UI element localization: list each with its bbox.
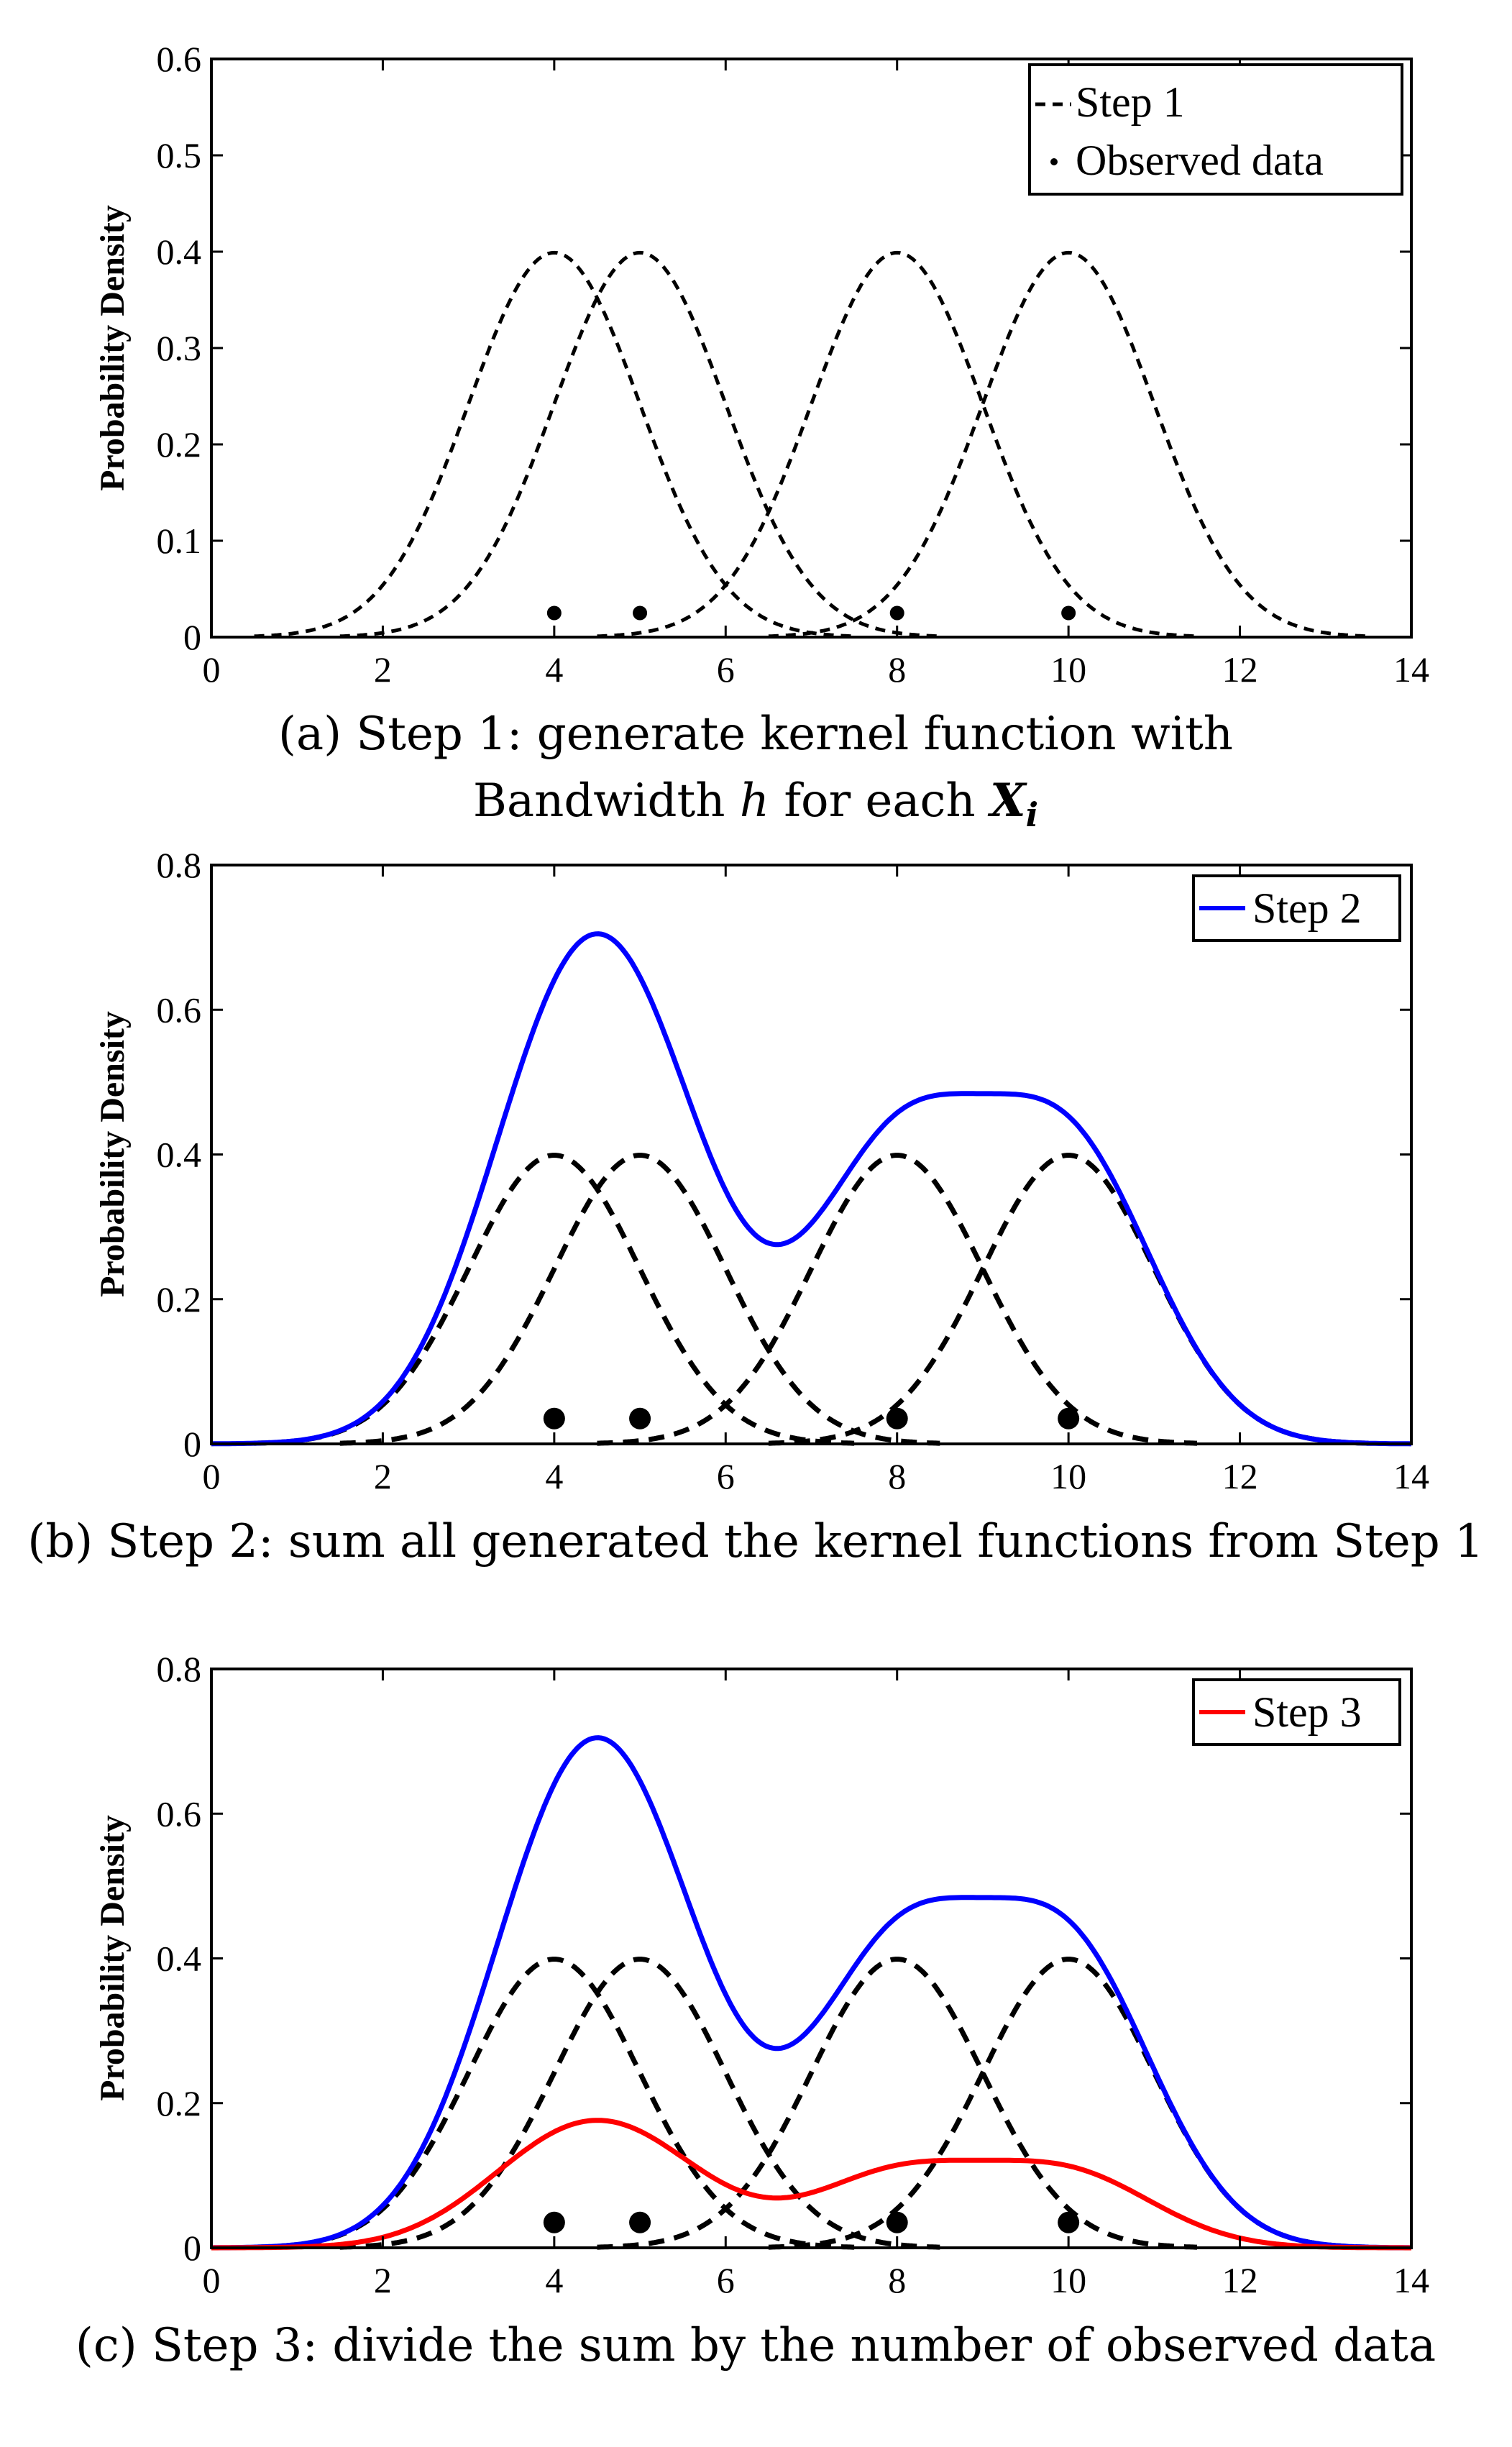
x-tick-label: 6	[717, 2260, 735, 2300]
x-tick-label: 14	[1393, 2260, 1429, 2300]
y-tick-label: 0.6	[157, 1793, 202, 1834]
observed-point-4	[543, 1407, 565, 1430]
x-tick-label: 0	[203, 1456, 221, 1496]
y-tick-label: 0	[183, 617, 201, 657]
legend-step2-label: Step 2	[1252, 884, 1362, 932]
observed-point-10	[1058, 2211, 1080, 2233]
x-tick-label: 6	[717, 649, 735, 690]
caption-a-line1: (a) Step 1: generate kernel function wit…	[278, 708, 1233, 761]
y-tick-label: 0.8	[157, 845, 202, 885]
plot-frame	[210, 864, 1413, 1445]
mean-curve	[211, 2118, 1411, 2251]
observed-point-5	[629, 1407, 651, 1430]
x-tick-label: 4	[545, 2260, 563, 2300]
y-axis-label: Probability Density	[93, 1815, 132, 2101]
kernel-curve-8	[597, 1153, 1197, 1446]
y-tick-label: 0.8	[157, 1649, 202, 1689]
x-tick-label: 12	[1222, 1456, 1258, 1496]
x-tick-label: 0	[203, 2260, 221, 2300]
kernel-curve-10	[768, 1153, 1369, 1446]
y-tick-label: 0.1	[157, 521, 202, 561]
caption-a-line2: Bandwidth h for each Xi	[473, 774, 1038, 834]
x-tick-label: 12	[1222, 649, 1258, 690]
x-tick-label: 10	[1050, 2260, 1086, 2300]
legend-step3-label: Step 3	[1252, 1688, 1362, 1736]
y-tick-label: 0.4	[157, 1939, 202, 1979]
legend: Step 2	[1192, 874, 1401, 942]
x-tick-label: 8	[888, 649, 906, 690]
observed-point-8	[889, 605, 904, 621]
observed-point-4	[546, 605, 562, 621]
x-tick-label: 0	[203, 649, 221, 690]
caption-c: (c) Step 3: divide the sum by the number…	[75, 2319, 1436, 2372]
panel-b-step2: 0 2 4 6 8 10 12 14 0 0.2 0.4 0.6 0.8 Probability Den…	[27, 845, 1483, 1568]
y-tick-label: 0.5	[157, 135, 202, 175]
y-tick-label: 0.3	[157, 328, 202, 368]
legend-box	[1028, 63, 1403, 196]
x-tick-label: 12	[1222, 2260, 1258, 2300]
legend-step1-label: Step 1	[1076, 78, 1185, 126]
x-tick-label: 6	[717, 1456, 735, 1496]
y-tick-label: 0	[183, 2228, 201, 2268]
kernel-curve-8	[597, 1957, 1197, 2250]
sum-curve	[211, 931, 1412, 1447]
x-tick-label: 14	[1393, 649, 1429, 690]
observed-point-10	[1061, 605, 1076, 621]
y-tick-label: 0	[183, 1424, 201, 1464]
kernel-curve-4	[254, 1957, 855, 2250]
observed-point-8	[886, 2211, 908, 2233]
y-tick-label: 0.6	[157, 39, 202, 79]
observed-point-10	[1058, 1407, 1080, 1430]
legend-observed-label: Observed data	[1076, 137, 1324, 184]
x-tick-label: 8	[888, 2260, 906, 2300]
x-tick-label: 2	[374, 649, 392, 690]
kernel-curve-10	[768, 1957, 1369, 2250]
y-tick-label: 0.2	[157, 1279, 202, 1319]
y-tick-label: 0.4	[157, 232, 202, 272]
observed-point-5	[633, 605, 648, 621]
kernel-curve-8	[597, 250, 1197, 639]
sum-curve	[211, 1735, 1412, 2251]
observed-point-8	[886, 1407, 908, 1430]
kernel-curve-5	[339, 1957, 940, 2250]
panel-c-step3: 0 2 4 6 8 10 12 14 0 0.2 0.4 0.6 0.8 Probability Den…	[75, 1649, 1436, 2372]
y-axis-label: Probability Density	[93, 205, 132, 491]
kernel-curve-4	[254, 250, 855, 639]
x-tick-label: 14	[1393, 1456, 1429, 1496]
y-tick-label: 0.2	[157, 424, 202, 465]
legend: Step 3	[1192, 1678, 1401, 1746]
plot-frame	[210, 1668, 1413, 2249]
y-tick-label: 0.4	[157, 1135, 202, 1175]
x-tick-label: 10	[1050, 1456, 1086, 1496]
x-tick-label: 2	[374, 2260, 392, 2300]
legend: Step 1 Observed data	[1028, 63, 1403, 196]
y-axis-label: Probability Density	[93, 1011, 132, 1297]
kernel-curve-10	[768, 250, 1369, 639]
y-tick-label: 0.2	[157, 2083, 202, 2123]
legend-observed-marker	[1050, 158, 1058, 165]
caption-b: (b) Step 2: sum all generated the kernel…	[27, 1515, 1483, 1568]
observed-point-4	[543, 2211, 565, 2233]
x-tick-label: 2	[374, 1456, 392, 1496]
y-tick-label: 0.6	[157, 989, 202, 1030]
kernel-curve-4	[254, 1153, 855, 1446]
observed-point-5	[629, 2211, 651, 2233]
x-tick-label: 8	[888, 1456, 906, 1496]
kernel-curve-5	[339, 250, 940, 639]
x-tick-label: 4	[545, 649, 563, 690]
panel-a-step1: 0 2 4 6 8 10 12 14 0 0.1 0.2 0.3 0.4 0.5 0.6 Probabili…	[93, 39, 1429, 834]
kernel-curve-5	[339, 1153, 940, 1446]
x-tick-label: 4	[545, 1456, 563, 1496]
x-tick-label: 10	[1050, 649, 1086, 690]
